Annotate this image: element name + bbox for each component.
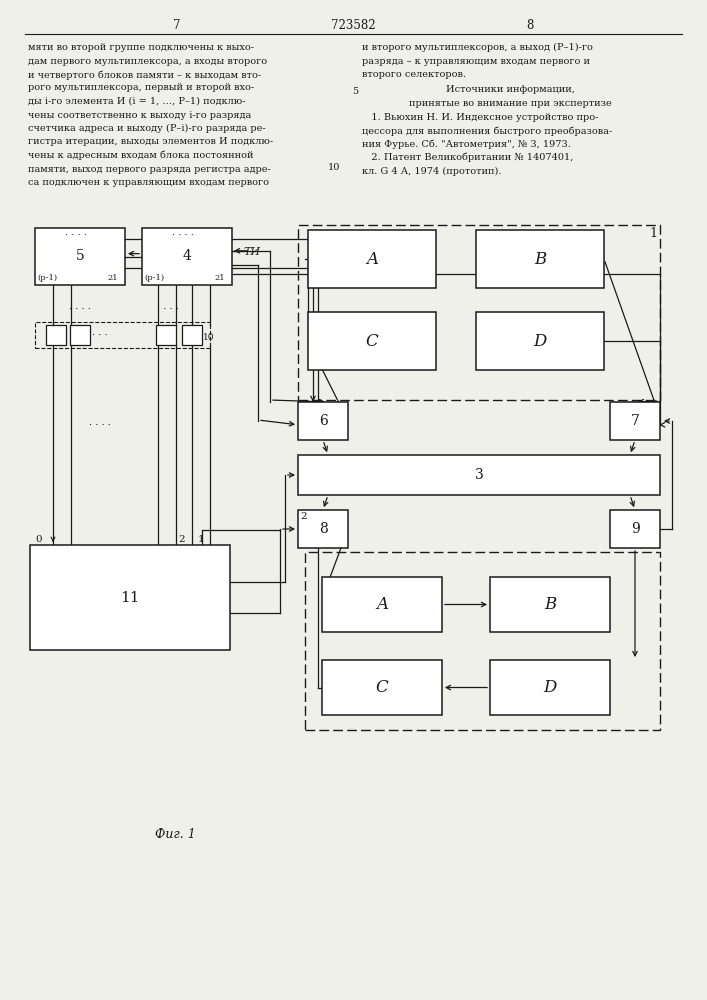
Text: · · · ·: · · · · bbox=[69, 306, 91, 314]
Text: · · ·: · · · bbox=[92, 330, 107, 340]
Text: 5: 5 bbox=[352, 88, 358, 97]
Bar bbox=[70, 325, 90, 345]
Text: D: D bbox=[533, 332, 547, 350]
Text: рого мультиплексора, первый и второй вхо-: рого мультиплексора, первый и второй вхо… bbox=[28, 84, 254, 93]
Text: 1: 1 bbox=[649, 227, 657, 240]
Text: A: A bbox=[376, 596, 388, 613]
Text: Источники информации,: Источники информации, bbox=[445, 86, 574, 95]
Text: чены соответственно к выходу i-го разряда: чены соответственно к выходу i-го разряд… bbox=[28, 110, 251, 119]
Text: памяти, выход первого разряда регистра адре-: памяти, выход первого разряда регистра а… bbox=[28, 164, 271, 174]
Text: · · · ·: · · · · bbox=[157, 306, 179, 314]
Text: 2: 2 bbox=[300, 512, 307, 521]
Text: 723582: 723582 bbox=[331, 19, 375, 32]
Text: 21: 21 bbox=[107, 274, 117, 282]
Text: 2: 2 bbox=[178, 535, 185, 544]
Text: 8: 8 bbox=[319, 522, 327, 536]
Text: A: A bbox=[366, 250, 378, 267]
Text: D: D bbox=[543, 679, 556, 696]
Bar bbox=[156, 325, 176, 345]
Text: цессора для выполнения быстрого преобразова-: цессора для выполнения быстрого преобраз… bbox=[362, 126, 612, 135]
Text: 0: 0 bbox=[35, 535, 42, 544]
Bar bbox=[476, 230, 604, 288]
Text: · · · ·: · · · · bbox=[65, 231, 87, 240]
Bar bbox=[35, 322, 210, 348]
Bar bbox=[298, 510, 348, 548]
Bar bbox=[182, 325, 202, 345]
Bar bbox=[490, 577, 610, 632]
Text: ды i-го элемента И (i = 1, …, P–1) подклю-: ды i-го элемента И (i = 1, …, P–1) подкл… bbox=[28, 97, 245, 106]
Text: · · · ·: · · · · bbox=[172, 231, 194, 240]
Text: 10: 10 bbox=[328, 162, 340, 172]
Bar bbox=[490, 660, 610, 715]
Text: B: B bbox=[534, 250, 546, 267]
Bar bbox=[476, 312, 604, 370]
Bar bbox=[322, 660, 442, 715]
Text: дам первого мультиплексора, а входы второго: дам первого мультиплексора, а входы втор… bbox=[28, 56, 267, 66]
Text: (p-1): (p-1) bbox=[144, 274, 164, 282]
Bar bbox=[322, 577, 442, 632]
Bar bbox=[298, 402, 348, 440]
Text: разряда – к управляющим входам первого и: разряда – к управляющим входам первого и bbox=[362, 56, 590, 66]
Text: гистра итерации, выходы элементов И подклю-: гистра итерации, выходы элементов И подк… bbox=[28, 137, 273, 146]
Bar bbox=[46, 325, 66, 345]
Text: 1. Вьюхин Н. И. Индексное устройство про-: 1. Вьюхин Н. И. Индексное устройство про… bbox=[362, 112, 598, 121]
Text: мяти во второй группе подключены к выхо-: мяти во второй группе подключены к выхо- bbox=[28, 43, 254, 52]
Text: C: C bbox=[366, 332, 378, 350]
Bar bbox=[308, 230, 436, 288]
Text: C: C bbox=[375, 679, 388, 696]
Text: са подключен к управляющим входам первого: са подключен к управляющим входам первог… bbox=[28, 178, 269, 187]
Text: чены к адресным входам блока постоянной: чены к адресным входам блока постоянной bbox=[28, 151, 254, 160]
Text: 3: 3 bbox=[474, 468, 484, 482]
Text: 1: 1 bbox=[198, 535, 204, 544]
Text: B: B bbox=[544, 596, 556, 613]
Text: 5: 5 bbox=[76, 249, 84, 263]
Text: кл. G 4 А, 1974 (прототип).: кл. G 4 А, 1974 (прототип). bbox=[362, 166, 501, 176]
Text: принятые во внимание при экспертизе: принятые во внимание при экспертизе bbox=[409, 99, 612, 108]
Text: 2. Патент Великобритании № 1407401,: 2. Патент Великобритании № 1407401, bbox=[362, 153, 573, 162]
Text: 6: 6 bbox=[319, 414, 327, 428]
Bar bbox=[308, 312, 436, 370]
Text: счетчика адреса и выходу (P–i)-го разряда ре-: счетчика адреса и выходу (P–i)-го разряд… bbox=[28, 124, 266, 133]
Bar bbox=[35, 228, 125, 285]
Bar bbox=[305, 552, 660, 730]
Bar bbox=[298, 225, 660, 400]
Text: и второго мультиплексоров, а выход (P–1)-го: и второго мультиплексоров, а выход (P–1)… bbox=[362, 43, 593, 52]
Text: 7: 7 bbox=[631, 414, 639, 428]
Text: ния Фурье. Сб. "Автометрия", № 3, 1973.: ния Фурье. Сб. "Автометрия", № 3, 1973. bbox=[362, 139, 571, 149]
Text: и четвертого блоков памяти – к выходам вто-: и четвертого блоков памяти – к выходам в… bbox=[28, 70, 261, 80]
Text: 9: 9 bbox=[631, 522, 639, 536]
Text: 8: 8 bbox=[526, 19, 534, 32]
Bar bbox=[298, 455, 660, 495]
Bar bbox=[30, 545, 230, 650]
Text: 4: 4 bbox=[182, 249, 192, 263]
Text: Фиг. 1: Фиг. 1 bbox=[155, 828, 195, 842]
Bar bbox=[610, 402, 660, 440]
Text: (p-1): (p-1) bbox=[37, 274, 57, 282]
Text: 10: 10 bbox=[203, 332, 214, 342]
Text: ТИ: ТИ bbox=[243, 247, 260, 257]
Text: 21: 21 bbox=[214, 274, 225, 282]
Bar bbox=[610, 510, 660, 548]
Text: 11: 11 bbox=[120, 590, 140, 604]
Bar bbox=[142, 228, 232, 285]
Text: 7: 7 bbox=[173, 19, 181, 32]
Text: · · · ·: · · · · bbox=[89, 420, 111, 430]
Text: второго селекторов.: второго селекторов. bbox=[362, 70, 466, 79]
